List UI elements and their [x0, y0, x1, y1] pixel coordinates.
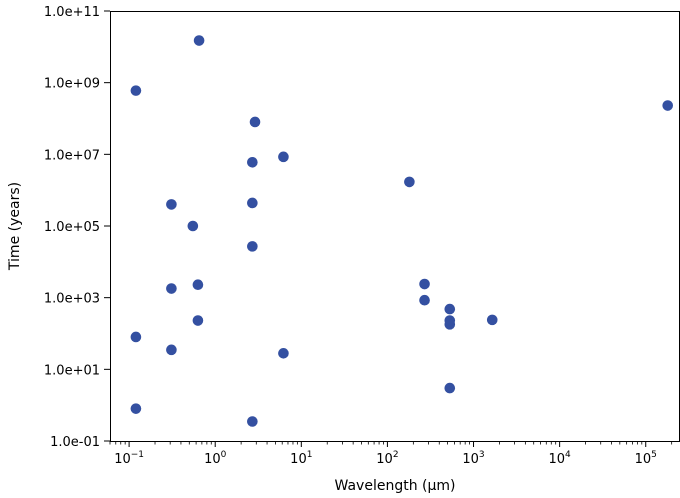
data-point — [192, 315, 204, 326]
data-point — [192, 279, 204, 291]
data-point — [249, 116, 261, 128]
data-point — [193, 35, 205, 46]
data-point — [130, 85, 142, 96]
y-tick-label: 1.0e+01 — [44, 363, 100, 378]
x-tick-label-exponent: −1 — [131, 450, 144, 460]
data-point — [247, 241, 258, 252]
x-tick-label-base: 10 — [462, 452, 479, 467]
data-point — [444, 303, 456, 315]
data-point — [444, 382, 456, 394]
x-tick-label-exponent: 5 — [651, 450, 657, 460]
y-tick-label: 1.0e-01 — [50, 435, 100, 450]
x-tick-label-exponent: 0 — [221, 450, 227, 460]
data-point — [486, 314, 498, 326]
data-point — [166, 283, 177, 294]
data-point — [404, 176, 415, 188]
y-tick-label: 1.0e+09 — [44, 77, 100, 92]
x-axis-label: Wavelength (μm) — [335, 478, 456, 494]
data-point — [419, 278, 430, 290]
y-axis: 1.0e-01 1.0e+01 1.0e+03 1.0e+05 1.0e+07 1.0e+… — [44, 5, 110, 450]
x-tick-label-exponent: 2 — [393, 450, 399, 460]
x-tick-label: 103 — [462, 450, 484, 467]
y-tick-label: 1.0e+11 — [44, 5, 100, 20]
data-point — [278, 348, 289, 359]
data-point — [187, 220, 199, 232]
data-point — [166, 199, 177, 210]
x-tick-label-base: 10 — [376, 452, 393, 467]
x-tick-label: 100 — [204, 450, 227, 467]
data-point — [444, 319, 456, 330]
y-tick-label: 1.0e+05 — [44, 220, 100, 235]
x-tick-label-exponent: 4 — [565, 450, 571, 460]
data-points — [130, 35, 674, 427]
x-tick-label-base: 10 — [290, 452, 307, 467]
data-point — [247, 416, 258, 427]
y-tick-label: 1.0e+03 — [44, 292, 100, 307]
data-point — [130, 331, 142, 343]
x-tick-label: 10−1 — [114, 450, 144, 467]
x-tick-label-base: 10 — [204, 452, 221, 467]
y-axis-label: Time (years) — [7, 182, 23, 271]
x-tick-label: 102 — [376, 450, 398, 467]
data-point — [662, 100, 674, 111]
data-point — [247, 197, 258, 209]
y-tick-label: 1.0e+07 — [44, 148, 100, 163]
x-axis: 10−1 100 101 102 103 104 105 — [109, 441, 673, 467]
x-tick-label: 101 — [290, 450, 312, 467]
x-tick-label: 105 — [635, 450, 657, 467]
data-point — [247, 156, 258, 168]
x-tick-label-base: 10 — [548, 452, 565, 467]
data-point — [419, 294, 430, 306]
data-point — [130, 403, 142, 414]
data-point — [166, 344, 177, 356]
x-tick-label-exponent: 1 — [307, 450, 313, 460]
x-tick-label: 104 — [548, 450, 571, 467]
x-tick-label-base: 10 — [114, 452, 131, 467]
x-tick-label-exponent: 3 — [479, 450, 485, 460]
data-point — [278, 151, 289, 163]
x-tick-label-base: 10 — [635, 452, 652, 467]
